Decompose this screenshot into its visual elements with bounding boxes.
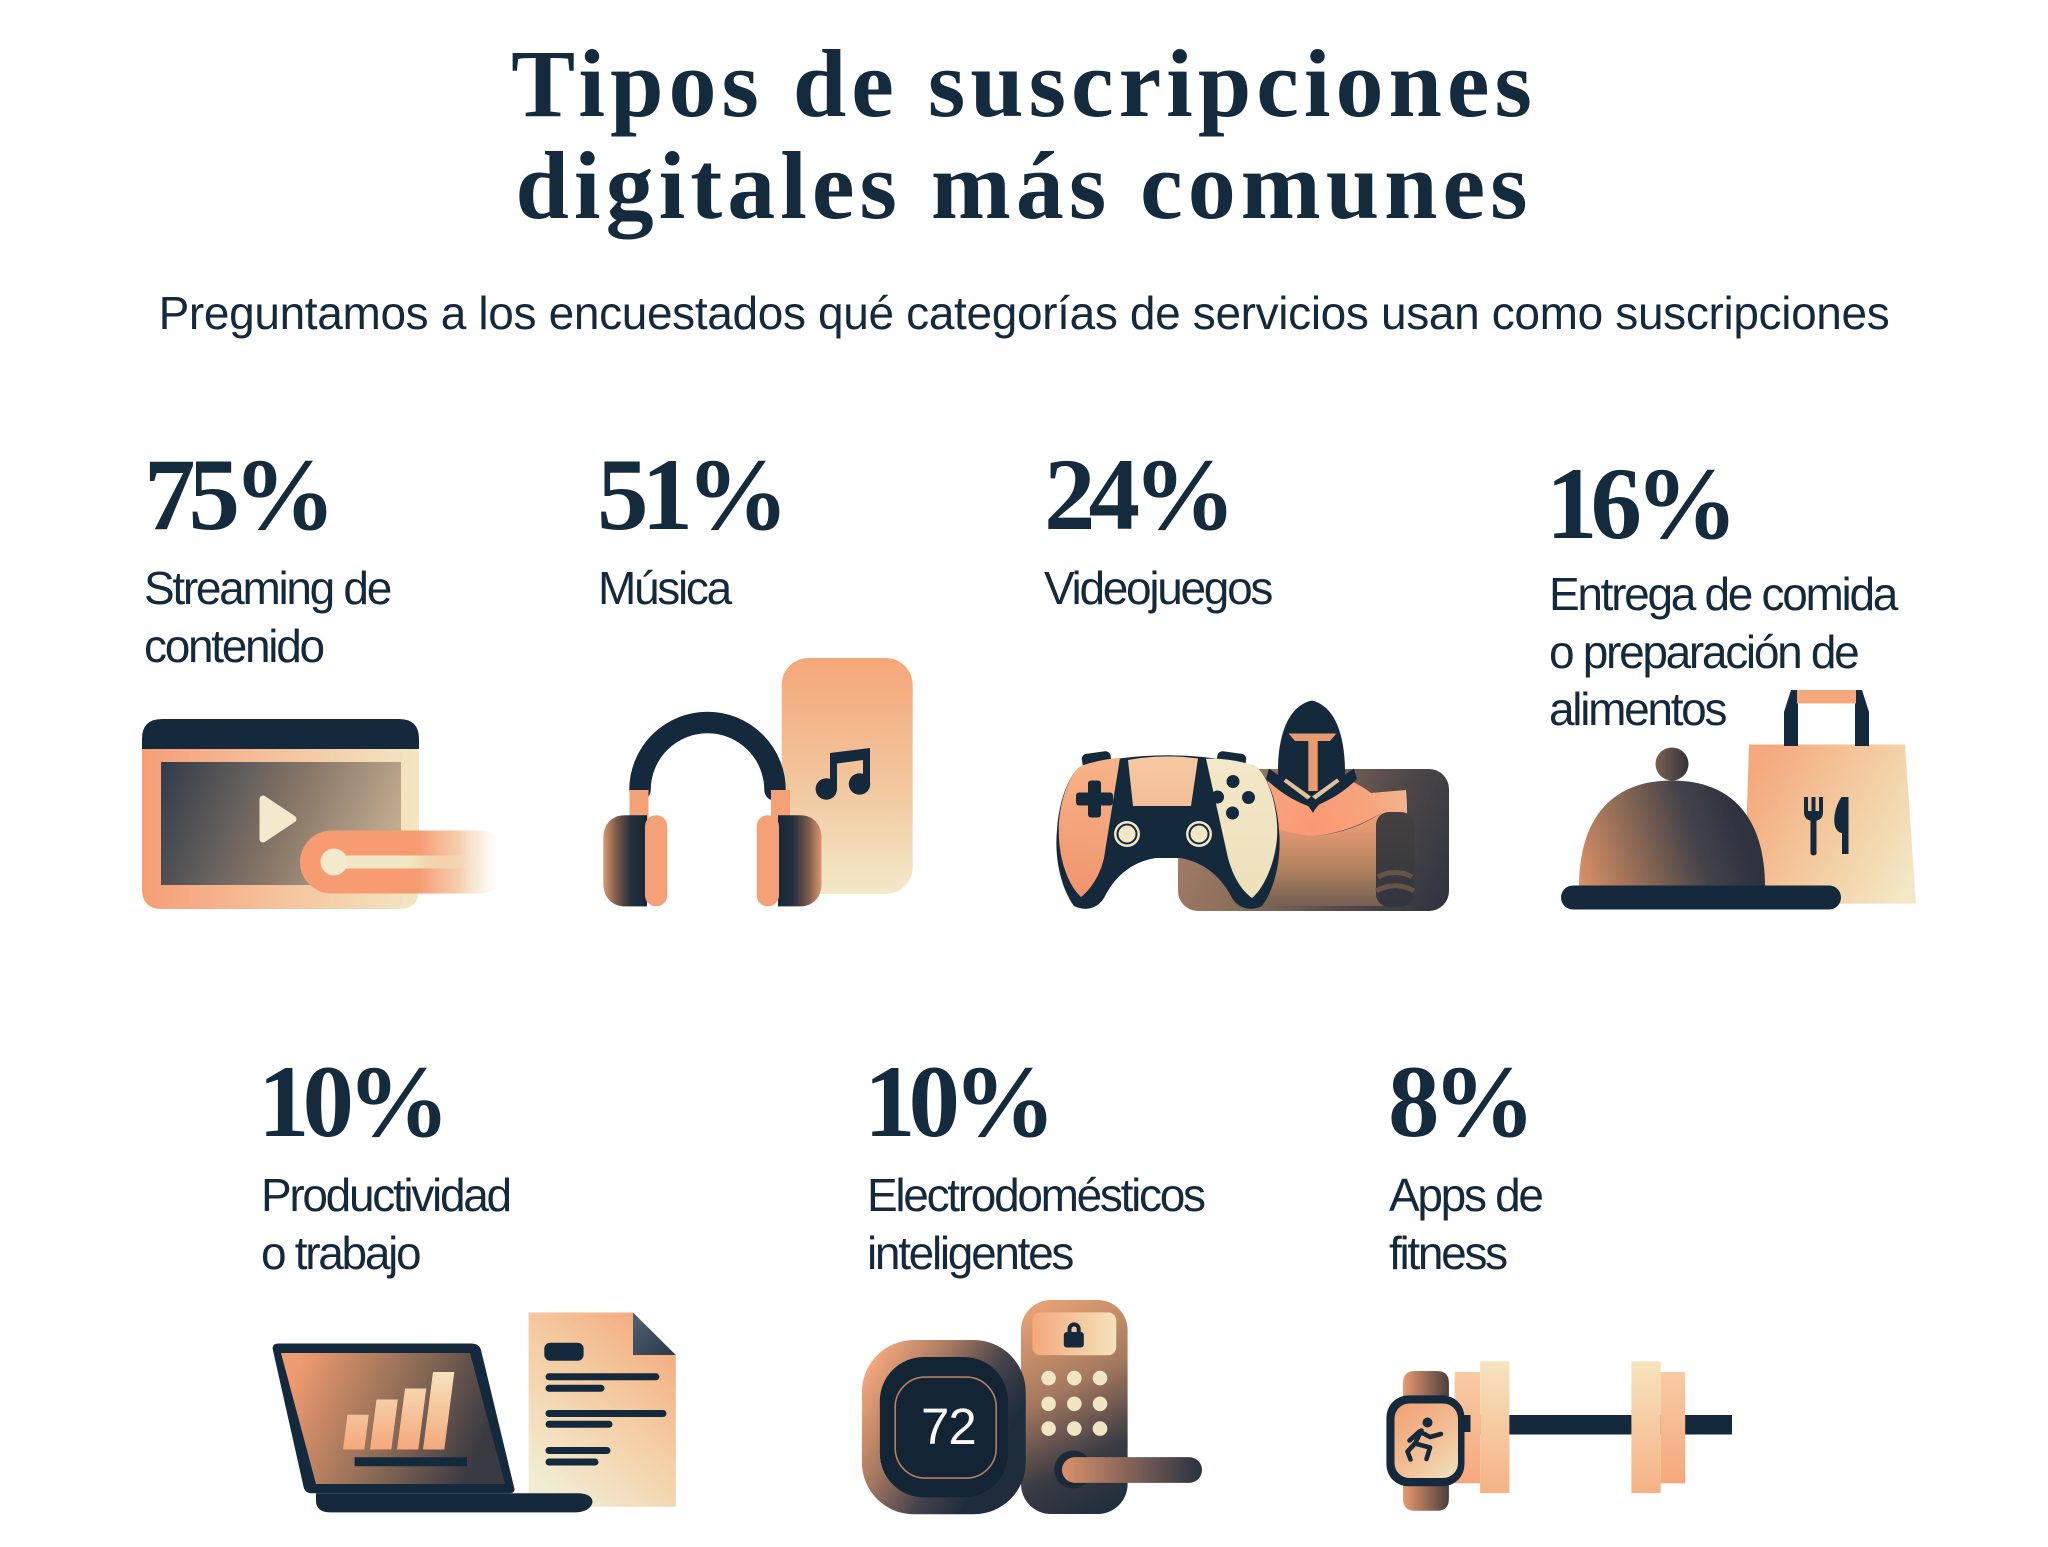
svg-text:72: 72 — [921, 1398, 976, 1455]
